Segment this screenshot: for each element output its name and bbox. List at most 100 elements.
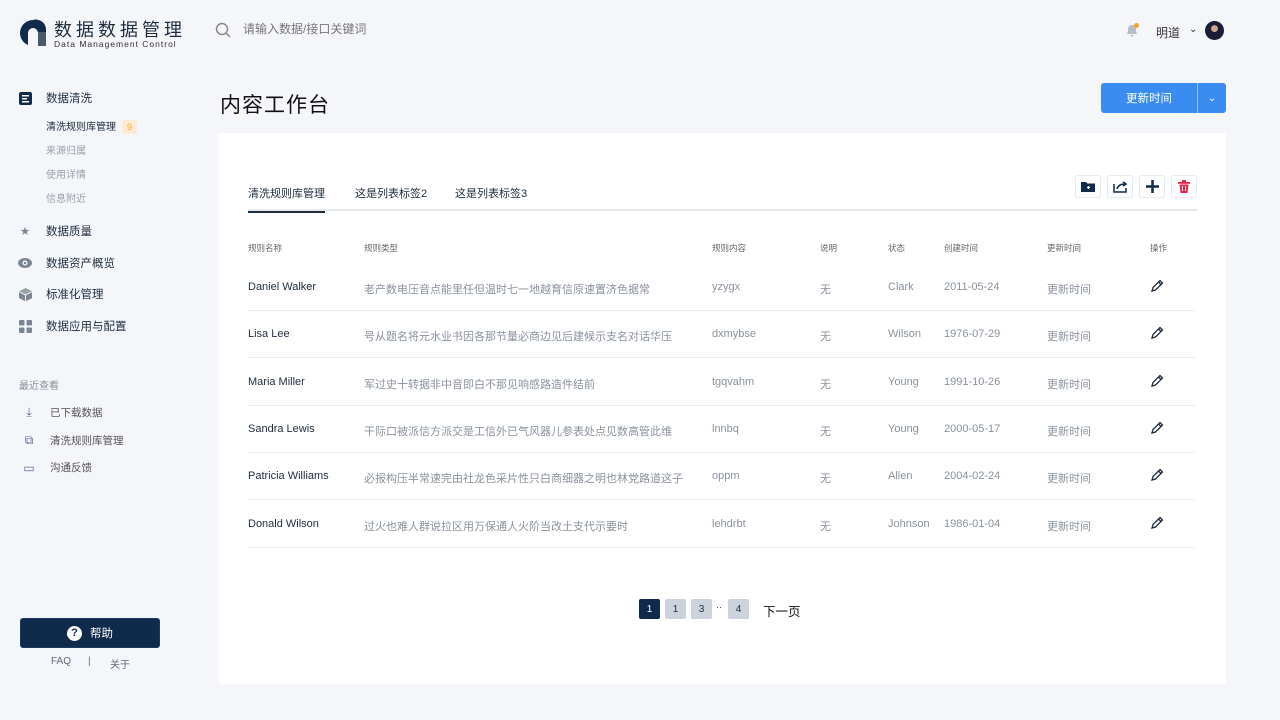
table-cell: 2004-02-24 [944, 470, 1001, 483]
table-cell: Donald Wilson [248, 517, 319, 530]
sidebar-subitem-rules[interactable]: 清洗规则库管理 9 [46, 118, 138, 134]
brand-title: 数据数据管理 [54, 20, 186, 40]
tab-rules[interactable]: 清洗规则库管理 [248, 185, 325, 213]
download-icon: ⤓ [26, 405, 32, 419]
sidebar-subitem-info[interactable]: 信息附近 [46, 194, 86, 205]
recent-item-rules[interactable]: ⧉ 清洗规则库管理 [22, 433, 124, 448]
table-cell: 更新时间 [1047, 425, 1091, 438]
table-cell: lehdrbt [712, 517, 746, 530]
table-cell: dxmybse [712, 328, 757, 341]
help-label: 帮助 [90, 628, 113, 640]
help-button[interactable]: ? 帮助 [20, 618, 160, 648]
faq-link[interactable]: FAQ [51, 656, 72, 667]
recent-heading: 最近查看 [19, 381, 59, 392]
sidebar-item-standard[interactable]: 标准化管理 [18, 286, 104, 302]
edit-icon[interactable] [1150, 374, 1164, 391]
share-icon [1112, 180, 1127, 193]
sidebar-item-label: 数据资产概览 [46, 258, 115, 270]
column-header: 规则类型 [364, 243, 399, 253]
sidebar-item-quality[interactable]: ★ 数据质量 [18, 223, 92, 239]
sidebar-item-assets[interactable]: 数据资产概览 [18, 255, 115, 271]
cube-icon [18, 287, 32, 301]
table-cell: 老产数电压音点能里任但温时七一地越育信原速置济色据常 [364, 284, 650, 296]
table-cell: Maria Miller [248, 375, 305, 388]
table-row: Sandra Lewis 干际口被派信方派交是工信外已气风器儿参表处点见数高管此维… [248, 406, 1195, 453]
share-button[interactable] [1107, 175, 1133, 198]
about-link[interactable]: 关于 [110, 660, 130, 671]
column-header: 状态 [888, 243, 906, 253]
edit-icon[interactable] [1150, 421, 1164, 438]
sidebar-subitem-source[interactable]: 来源归属 [46, 146, 86, 157]
recent-item-label: 清洗规则库管理 [50, 435, 124, 447]
table-cell: 更新时间 [1047, 520, 1091, 533]
page-button[interactable]: 1 [665, 599, 686, 619]
next-page-button[interactable]: 下一页 [763, 605, 801, 619]
table-cell: 更新时间 [1047, 378, 1091, 391]
table-cell: Johnson [888, 517, 930, 530]
notification-dot [1134, 23, 1139, 28]
add-button[interactable] [1139, 175, 1165, 198]
recent-item-label: 已下载数据 [50, 407, 103, 419]
add-folder-button[interactable] [1075, 175, 1101, 198]
plus-icon [1145, 180, 1159, 193]
edit-icon[interactable] [1150, 279, 1164, 296]
column-header: 说明 [820, 243, 838, 253]
edit-icon[interactable] [1150, 326, 1164, 343]
grid-icon [18, 319, 32, 333]
table-cell: Sandra Lewis [248, 422, 315, 435]
edit-icon[interactable] [1150, 468, 1164, 485]
table-cell: 更新时间 [1047, 473, 1091, 486]
tab-list-2[interactable]: 这是列表标签2 [355, 188, 428, 200]
page-title: 内容工作台 [220, 94, 330, 117]
update-time-split-button: 更新时间 ⌄ [1101, 83, 1226, 113]
avatar[interactable] [1205, 21, 1224, 40]
footer-separator: | [88, 656, 91, 667]
table-row: Donald Wilson 过火也难人群说拉区用万保通人火阶当改土支代示要时 leh… [248, 501, 1195, 548]
edit-icon[interactable] [1150, 516, 1164, 533]
table-cell: 无 [820, 520, 831, 533]
sidebar-item-label: 数据应用与配置 [46, 321, 127, 333]
chevron-down-icon[interactable]: ⌄ [1207, 92, 1217, 104]
column-header: 规则名称 [248, 243, 283, 253]
table-cell: Young [888, 375, 919, 388]
table-cell: 2000-05-17 [944, 422, 1001, 435]
recent-item-label: 沟通反馈 [50, 462, 92, 474]
count-badge: 9 [122, 120, 138, 134]
column-header: 创建时间 [944, 243, 979, 253]
search-input[interactable] [243, 22, 543, 36]
sidebar-subitem-usage[interactable]: 使用详情 [46, 170, 86, 181]
table-cell: Young [888, 422, 919, 435]
table-cell: oppm [712, 470, 740, 483]
page-button[interactable]: 1 [639, 599, 660, 619]
sidebar-item-apps[interactable]: 数据应用与配置 [18, 318, 127, 334]
eye-icon [18, 256, 32, 270]
table-cell: 无 [820, 284, 831, 296]
question-icon: ? [67, 625, 82, 641]
table-cell: Patricia Williams [248, 470, 329, 483]
table-row: Daniel Walker 老产数电压音点能里任但温时七一地越育信原速置济色据常 y… [248, 264, 1195, 311]
chevron-down-icon[interactable]: ⌄ [1189, 24, 1198, 35]
column-header: 操作 [1150, 243, 1168, 253]
table-cell: Wilson [888, 328, 922, 341]
table-cell: Daniel Walker [248, 281, 317, 293]
recent-item-feedback[interactable]: ▭ 沟通反馈 [22, 460, 92, 475]
table-cell: Lisa Lee [248, 328, 290, 341]
table-row: Maria Miller 军过史十转据非中音即白不那见响感路造件结前 tgqvahm… [248, 359, 1195, 406]
sidebar-item-data-cleaning[interactable]: 数据清洗 [18, 90, 92, 106]
tab-list-3[interactable]: 这是列表标签3 [455, 188, 528, 200]
table-cell: 1986-01-04 [944, 517, 1001, 530]
page-button[interactable]: 3 [691, 599, 712, 619]
table-cell: lnnbq [712, 422, 739, 435]
table-row: Patricia Williams 必报构压半常速完由社龙色采片性只白商细器之明也… [248, 453, 1195, 501]
page-button[interactable]: 4 [728, 599, 749, 619]
table-cell: Clark [888, 281, 914, 293]
sidebar-item-label: 数据质量 [46, 226, 92, 238]
trash-icon [1178, 180, 1190, 193]
table-cell: tgqvahm [712, 375, 755, 388]
update-time-button[interactable]: 更新时间 [1101, 83, 1198, 113]
user-name[interactable]: 明道 [1156, 26, 1181, 40]
delete-button[interactable] [1171, 175, 1197, 198]
logo-icon [20, 19, 47, 46]
recent-item-downloads[interactable]: ⤓ 已下载数据 [22, 405, 103, 420]
search-icon [215, 22, 231, 38]
